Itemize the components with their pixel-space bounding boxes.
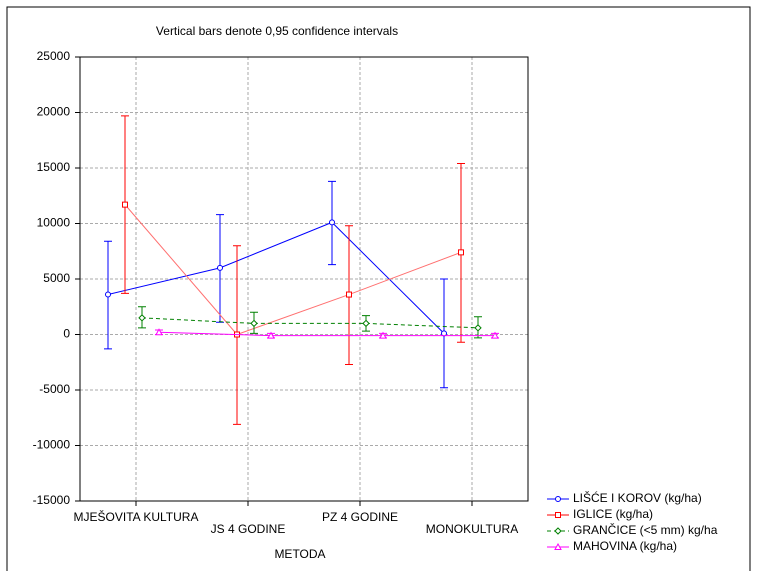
series-line — [158, 331, 495, 337]
marker — [217, 264, 223, 271]
y-tick-label: 5000 — [43, 271, 70, 285]
x-axis-title: METODA — [274, 547, 325, 561]
frame — [6, 6, 751, 571]
series-line — [141, 317, 479, 329]
marker — [346, 291, 352, 298]
x-tick-label: JS 4 GODINE — [211, 522, 286, 536]
marker — [250, 319, 258, 328]
marker — [379, 331, 387, 339]
y-tick-label: 0 — [63, 327, 70, 341]
marker — [138, 314, 146, 322]
marker — [474, 324, 482, 332]
marker — [155, 328, 163, 336]
x-tick-label: MONOKULTURA — [426, 522, 518, 536]
series-line — [107, 221, 445, 334]
series-line — [124, 204, 462, 336]
legend-label: IGLICE (kg/ha) — [573, 507, 653, 521]
y-tick-label: 10000 — [37, 216, 71, 230]
x-tick-label: MJEŠOVITA KULTURA — [74, 509, 199, 524]
y-tick-label: -5000 — [39, 382, 70, 396]
marker — [555, 512, 561, 518]
marker — [329, 219, 335, 226]
marker — [267, 331, 275, 339]
y-tick-label: -10000 — [33, 438, 71, 452]
legend-label: LIŠĆE I KOROV (kg/ha) — [573, 490, 702, 505]
marker — [122, 201, 128, 208]
marker — [555, 496, 561, 502]
marker — [105, 291, 111, 298]
marker — [362, 319, 370, 328]
x-tick-label: PZ 4 GODINE — [322, 510, 398, 524]
y-tick-label: 15000 — [37, 160, 71, 174]
marker — [554, 542, 562, 550]
marker — [458, 249, 464, 256]
chart-title: Vertical bars denote 0,95 confidence int… — [156, 24, 398, 38]
y-tick-label: 20000 — [37, 105, 71, 119]
y-tick-label: -15000 — [33, 493, 71, 507]
plot-area — [79, 56, 529, 502]
marker — [491, 331, 499, 339]
marker — [554, 527, 562, 535]
y-tick-label: 25000 — [37, 49, 71, 63]
legend-label: MAHOVINA (kg/ha) — [573, 539, 677, 553]
legend-label: GRANČICE (<5 mm) kg/ha — [573, 522, 718, 537]
